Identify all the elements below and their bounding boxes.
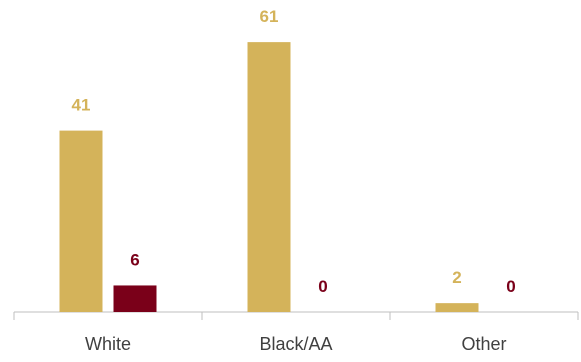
data-label: 0 [506,277,515,296]
x-tick-label: Black/AA [259,334,332,354]
data-label: 41 [72,96,91,115]
bar [247,42,291,312]
data-label: 2 [452,268,461,287]
bars-layer [59,42,479,312]
labels-layer: White Black/AA Other 41 6 61 0 2 0 [72,7,516,354]
bar [435,303,479,312]
x-tick-label: Other [461,334,506,354]
bar [113,285,157,312]
axis-layer [13,311,579,320]
bar [59,130,103,312]
data-label: 6 [130,250,139,269]
data-label: 0 [318,277,327,296]
data-label: 61 [260,7,279,26]
x-tick-label: White [85,334,131,354]
